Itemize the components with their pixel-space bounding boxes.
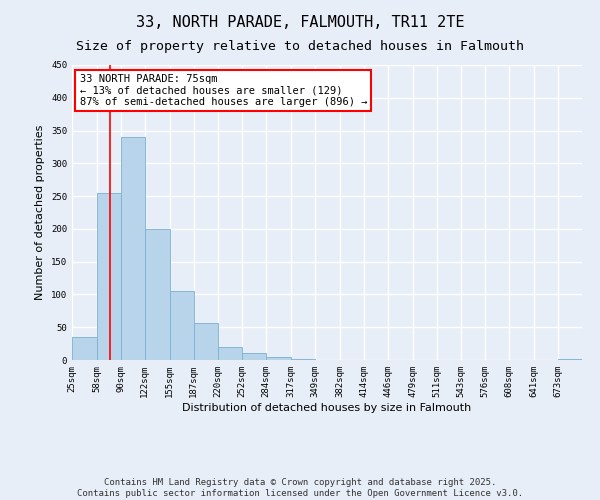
X-axis label: Distribution of detached houses by size in Falmouth: Distribution of detached houses by size …	[182, 402, 472, 412]
Bar	[291, 358, 315, 360]
Bar	[193, 322, 218, 360]
Text: 33 NORTH PARADE: 75sqm
← 13% of detached houses are smaller (129)
87% of semi-de: 33 NORTH PARADE: 75sqm ← 13% of detached…	[80, 74, 367, 107]
Bar	[218, 347, 242, 360]
Bar	[121, 137, 145, 360]
Bar	[170, 291, 193, 360]
Bar	[145, 229, 170, 360]
Bar	[242, 354, 266, 360]
Text: Size of property relative to detached houses in Falmouth: Size of property relative to detached ho…	[76, 40, 524, 53]
Y-axis label: Number of detached properties: Number of detached properties	[35, 125, 46, 300]
Bar	[558, 358, 582, 360]
Bar	[266, 356, 291, 360]
Text: 33, NORTH PARADE, FALMOUTH, TR11 2TE: 33, NORTH PARADE, FALMOUTH, TR11 2TE	[136, 15, 464, 30]
Bar	[97, 193, 121, 360]
Bar	[72, 337, 97, 360]
Text: Contains HM Land Registry data © Crown copyright and database right 2025.
Contai: Contains HM Land Registry data © Crown c…	[77, 478, 523, 498]
